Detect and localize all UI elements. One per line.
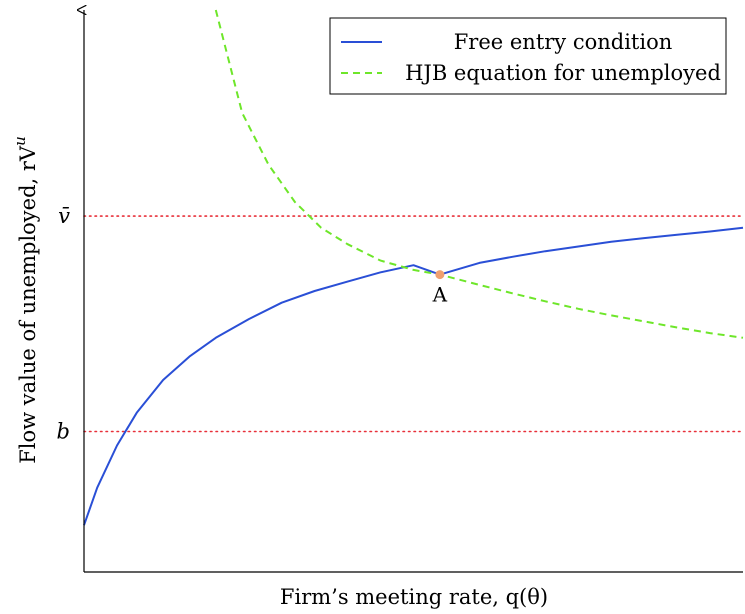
y-axis-label: Flow value of unemployed, rVu [11,136,40,464]
legend-label-0: Free entry condition [454,30,673,54]
points-layer: A [432,270,448,307]
y-tick-label-0: v̄ [58,204,70,228]
point-label-0: A [432,283,448,307]
y-axis-label-superscript: u [11,136,29,146]
reference-lines [83,215,744,433]
series-layer [83,9,744,526]
y-axis-label-main: Flow value of unemployed, rV [16,145,40,464]
legend-label-1: HJB equation for unemployed [405,61,721,85]
point-marker-0 [435,270,445,280]
y-tick-label-1: b [57,420,70,444]
series-line-1 [214,9,744,339]
y-tick-labels: v̄ b [57,204,71,443]
x-axis-label: Firm’s meeting rate, q(θ) [280,585,548,609]
legend: Free entry condition HJB equation for une… [329,17,727,95]
series-line-0 [83,226,744,526]
legend-box [329,17,727,95]
